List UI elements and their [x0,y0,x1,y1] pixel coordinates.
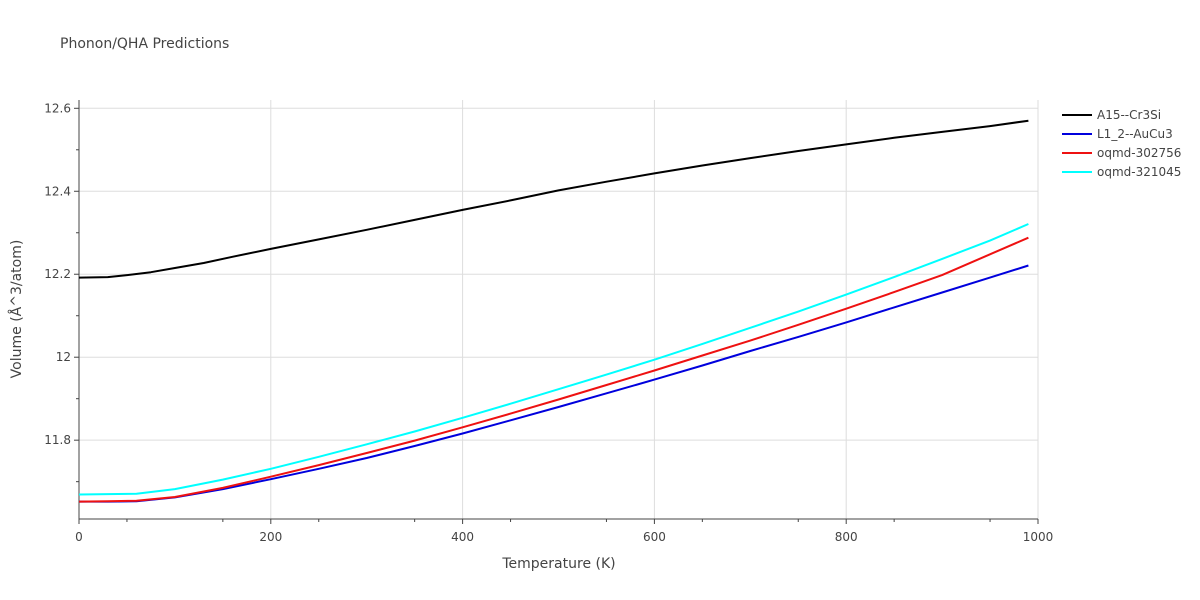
grid-lines [79,100,1039,519]
y-tick-label: 12 [56,350,71,364]
x-tick-label: 0 [75,530,83,544]
legend-item[interactable]: oqmd-321045 [1062,165,1181,179]
series-lines [78,119,1029,503]
x-axis-label: Temperature (K) [501,556,615,572]
series-line-a15-cr3si[interactable] [78,119,1029,279]
series-line-l1-2-aucu3[interactable] [79,264,1029,503]
legend-item[interactable]: A15--Cr3Si [1062,108,1161,122]
axes: 0 200 400 600 800 1000 11.8 12 12.2 12.4 12.6 [44,100,1053,544]
y-axis-label: Volume (Å^3/atom) [8,240,25,379]
legend-item[interactable]: L1_2--AuCu3 [1062,127,1173,141]
y-tick-label: 12.6 [44,101,71,115]
legend-item[interactable]: oqmd-302756 [1062,146,1181,160]
y-tick-label: 11.8 [44,433,71,447]
legend-label: L1_2--AuCu3 [1097,127,1173,141]
legend-label: oqmd-321045 [1097,165,1181,179]
legend-label: A15--Cr3Si [1097,108,1161,122]
chart-title: Phonon/QHA Predictions [60,36,230,52]
legend[interactable]: A15--Cr3Si L1_2--AuCu3 oqmd-302756 oqmd-321… [1062,108,1181,179]
x-tick-label: 800 [835,530,858,544]
x-tick-label: 200 [259,530,282,544]
legend-label: oqmd-302756 [1097,146,1181,160]
series-line-oqmd-321045[interactable] [78,223,1029,496]
y-tick-label: 12.2 [44,267,71,281]
x-tick-label: 600 [643,530,666,544]
x-tick-label: 1000 [1023,530,1054,544]
series-line-oqmd-302756[interactable] [78,236,1029,503]
x-tick-label: 400 [451,530,474,544]
y-tick-label: 12.4 [44,184,71,198]
